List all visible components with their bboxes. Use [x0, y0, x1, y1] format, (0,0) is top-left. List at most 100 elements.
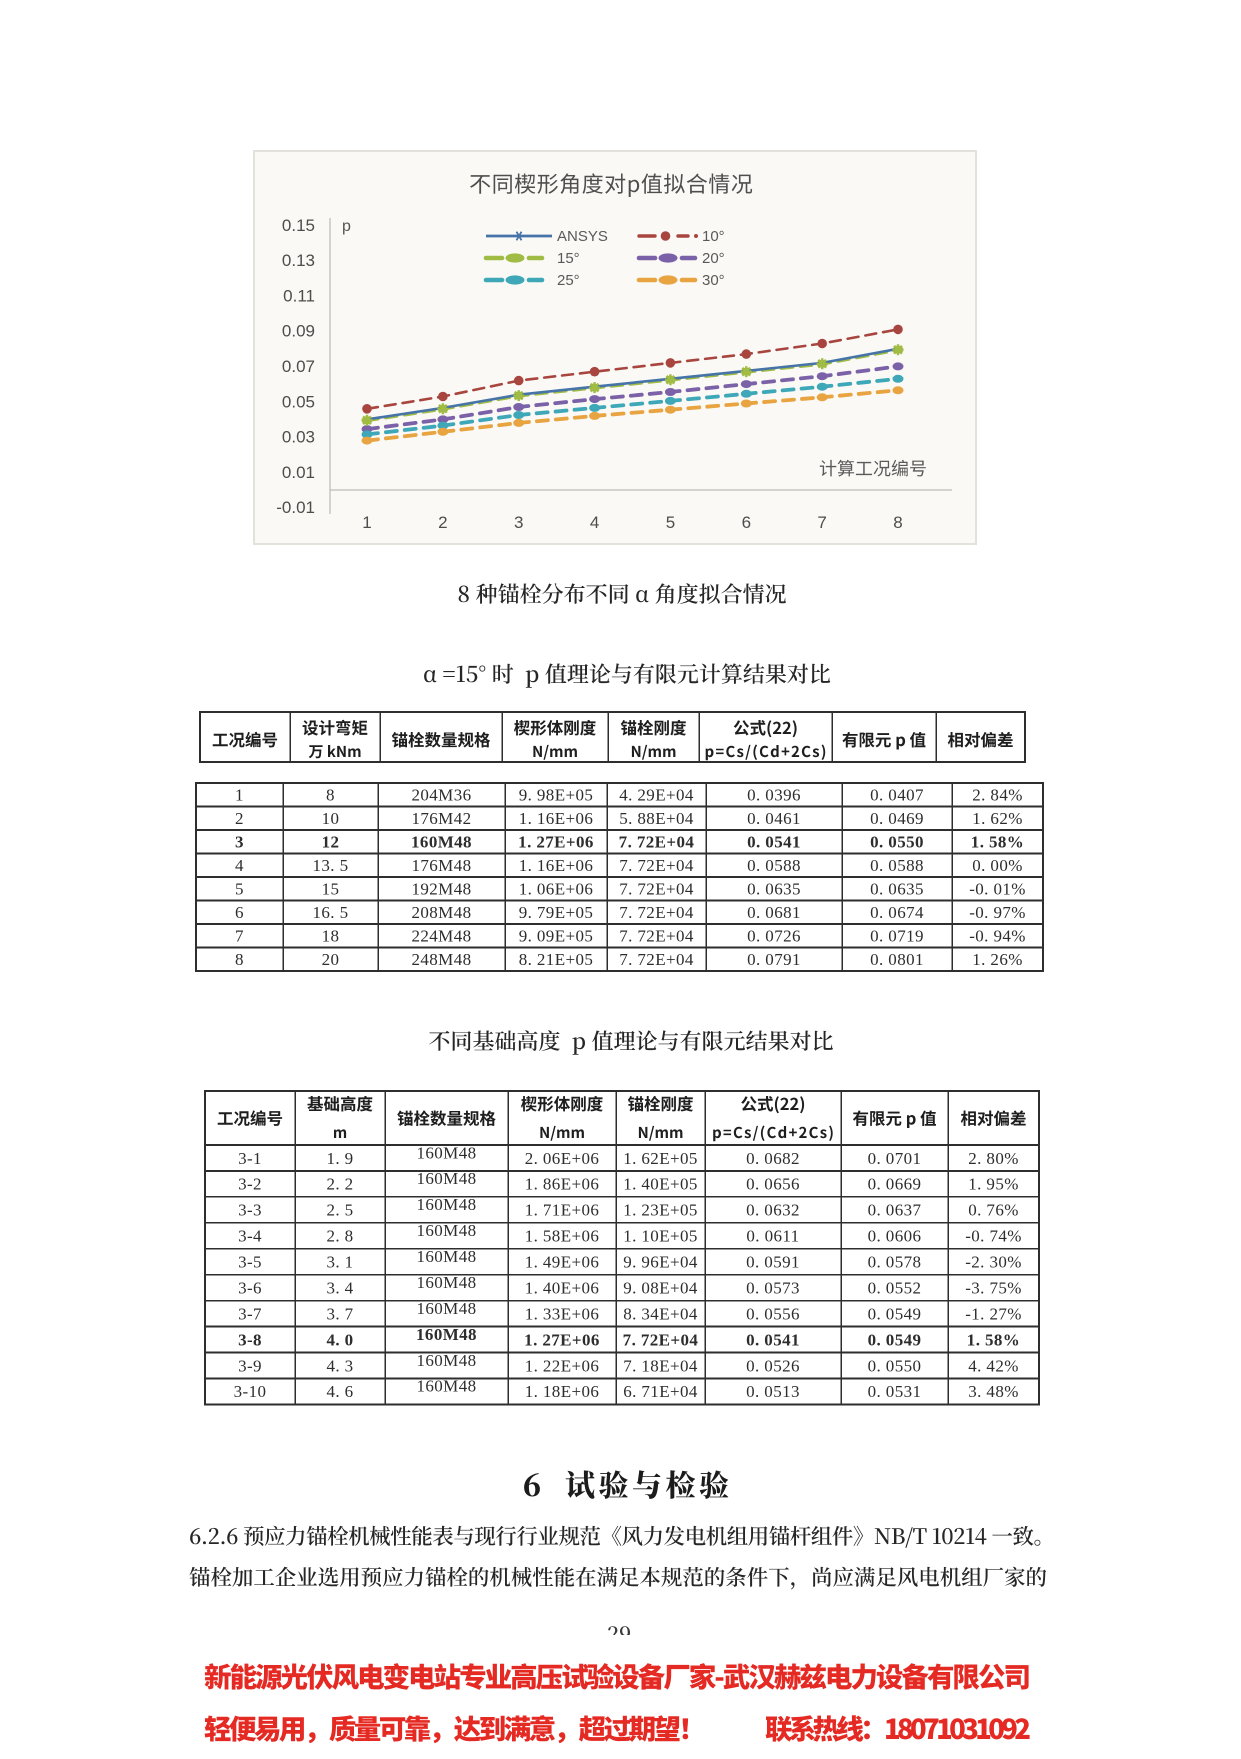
svg-text:1. 58E+06: 1. 58E+06 [525, 1227, 600, 1246]
svg-text:4. 3: 4. 3 [326, 1356, 353, 1375]
svg-text:1. 18E+06: 1. 18E+06 [525, 1382, 600, 1401]
svg-text:176M48: 176M48 [411, 856, 471, 875]
svg-text:1. 22E+06: 1. 22E+06 [525, 1356, 600, 1375]
svg-text:-3. 75%: -3. 75% [965, 1278, 1022, 1297]
svg-text:-1. 27%: -1. 27% [965, 1304, 1022, 1323]
svg-text:0.09: 0.09 [282, 322, 315, 341]
svg-text:-2. 30%: -2. 30% [965, 1253, 1022, 1272]
svg-text:0. 00%: 0. 00% [972, 856, 1023, 875]
svg-text:6: 6 [742, 513, 751, 532]
svg-text:160M48: 160M48 [416, 1377, 476, 1396]
svg-text:7. 72E+04: 7. 72E+04 [619, 950, 694, 969]
svg-text:176M42: 176M42 [411, 809, 471, 828]
svg-text:1. 86E+06: 1. 86E+06 [525, 1175, 600, 1194]
svg-text:4. 6: 4. 6 [326, 1382, 353, 1401]
svg-text:8: 8 [326, 786, 335, 805]
svg-text:0. 0791: 0. 0791 [747, 950, 801, 969]
svg-text:1. 58%: 1. 58% [967, 1330, 1020, 1349]
svg-text:3-3: 3-3 [238, 1201, 262, 1220]
svg-text:8: 8 [235, 950, 244, 969]
svg-text:9. 98E+05: 9. 98E+05 [519, 786, 594, 805]
svg-text:1. 26%: 1. 26% [972, 950, 1023, 969]
svg-text:0. 0407: 0. 0407 [870, 786, 924, 805]
svg-text:8. 21E+05: 8. 21E+05 [519, 950, 594, 969]
svg-text:3. 7: 3. 7 [326, 1304, 353, 1323]
svg-text:3-9: 3-9 [238, 1356, 262, 1375]
svg-text:0. 0611: 0. 0611 [746, 1227, 799, 1246]
svg-text:0. 0635: 0. 0635 [870, 880, 924, 899]
svg-text:2: 2 [235, 809, 244, 828]
svg-text:8: 8 [893, 513, 902, 532]
svg-text:160M48: 160M48 [416, 1247, 476, 1266]
svg-text:5: 5 [235, 880, 244, 899]
svg-text:0. 0606: 0. 0606 [868, 1227, 922, 1246]
svg-text:224M48: 224M48 [411, 927, 471, 946]
svg-text:9. 79E+05: 9. 79E+05 [519, 903, 594, 922]
svg-text:1. 71E+06: 1. 71E+06 [525, 1201, 600, 1220]
svg-text:-0. 74%: -0. 74% [965, 1227, 1022, 1246]
svg-text:7: 7 [817, 513, 826, 532]
svg-text:1. 40E+06: 1. 40E+06 [525, 1278, 600, 1297]
svg-text:204M36: 204M36 [411, 786, 471, 805]
svg-text:1. 27E+06: 1. 27E+06 [518, 833, 594, 852]
svg-text:7. 72E+04: 7. 72E+04 [619, 903, 694, 922]
svg-text:2. 84%: 2. 84% [972, 786, 1023, 805]
svg-text:4. 0: 4. 0 [326, 1330, 353, 1349]
svg-text:1. 10E+05: 1. 10E+05 [623, 1227, 698, 1246]
svg-text:9. 09E+05: 9. 09E+05 [519, 927, 594, 946]
svg-text:7. 72E+04: 7. 72E+04 [619, 856, 694, 875]
svg-text:160M48: 160M48 [416, 1351, 476, 1370]
svg-text:5. 88E+04: 5. 88E+04 [619, 809, 694, 828]
svg-text:10°: 10° [702, 228, 725, 245]
svg-text:3-7: 3-7 [238, 1304, 262, 1323]
svg-text:0. 0531: 0. 0531 [868, 1382, 922, 1401]
svg-text:1. 16E+06: 1. 16E+06 [519, 809, 594, 828]
svg-text:0. 0549: 0. 0549 [868, 1330, 922, 1349]
svg-text:0. 0541: 0. 0541 [746, 1330, 800, 1349]
svg-text:7. 72E+04: 7. 72E+04 [619, 880, 694, 899]
svg-text:2. 2: 2. 2 [326, 1175, 353, 1194]
svg-text:2. 80%: 2. 80% [968, 1149, 1019, 1168]
svg-text:248M48: 248M48 [411, 950, 471, 969]
svg-text:3. 4: 3. 4 [326, 1278, 353, 1297]
svg-text:0. 0674: 0. 0674 [870, 903, 924, 922]
svg-text:3. 1: 3. 1 [326, 1253, 353, 1272]
svg-text:0. 0396: 0. 0396 [747, 786, 801, 805]
svg-text:0. 76%: 0. 76% [968, 1201, 1019, 1220]
svg-text:0. 0469: 0. 0469 [870, 809, 924, 828]
svg-text:-0.01: -0.01 [276, 498, 315, 517]
svg-text:0.11: 0.11 [283, 286, 315, 305]
svg-text:160M48: 160M48 [416, 1169, 476, 1188]
svg-text:0. 0669: 0. 0669 [868, 1175, 922, 1194]
svg-text:1. 49E+06: 1. 49E+06 [525, 1253, 600, 1272]
svg-text:0. 0573: 0. 0573 [746, 1278, 800, 1297]
svg-text:7. 72E+04: 7. 72E+04 [619, 833, 695, 852]
svg-text:0.13: 0.13 [282, 251, 315, 270]
svg-text:8. 34E+04: 8. 34E+04 [623, 1304, 698, 1323]
svg-text:0. 0701: 0. 0701 [868, 1149, 922, 1168]
svg-text:0. 0513: 0. 0513 [746, 1382, 800, 1401]
svg-text:0. 0552: 0. 0552 [868, 1278, 922, 1297]
svg-text:0. 0637: 0. 0637 [868, 1201, 922, 1220]
svg-text:1. 27E+06: 1. 27E+06 [524, 1330, 600, 1349]
svg-text:18: 18 [322, 927, 340, 946]
svg-text:3. 48%: 3. 48% [968, 1382, 1019, 1401]
svg-text:-0. 94%: -0. 94% [969, 927, 1026, 946]
svg-text:1. 40E+05: 1. 40E+05 [623, 1175, 698, 1194]
svg-text:20°: 20° [702, 250, 725, 267]
svg-text:208M48: 208M48 [411, 903, 471, 922]
svg-text:1. 58%: 1. 58% [971, 833, 1024, 852]
svg-text:2: 2 [438, 513, 447, 532]
svg-text:0. 0588: 0. 0588 [870, 856, 924, 875]
svg-text:0.07: 0.07 [282, 357, 315, 376]
svg-text:160M48: 160M48 [416, 1299, 476, 1318]
svg-text:6. 71E+04: 6. 71E+04 [623, 1382, 698, 1401]
svg-text:0. 0556: 0. 0556 [746, 1304, 800, 1323]
svg-text:0. 0656: 0. 0656 [746, 1175, 800, 1194]
svg-text:0. 0591: 0. 0591 [746, 1253, 800, 1272]
svg-text:20: 20 [322, 950, 340, 969]
svg-text:192M48: 192M48 [411, 880, 471, 899]
svg-text:0.03: 0.03 [282, 428, 315, 447]
svg-text:12: 12 [322, 833, 340, 852]
svg-text:1. 95%: 1. 95% [968, 1175, 1019, 1194]
